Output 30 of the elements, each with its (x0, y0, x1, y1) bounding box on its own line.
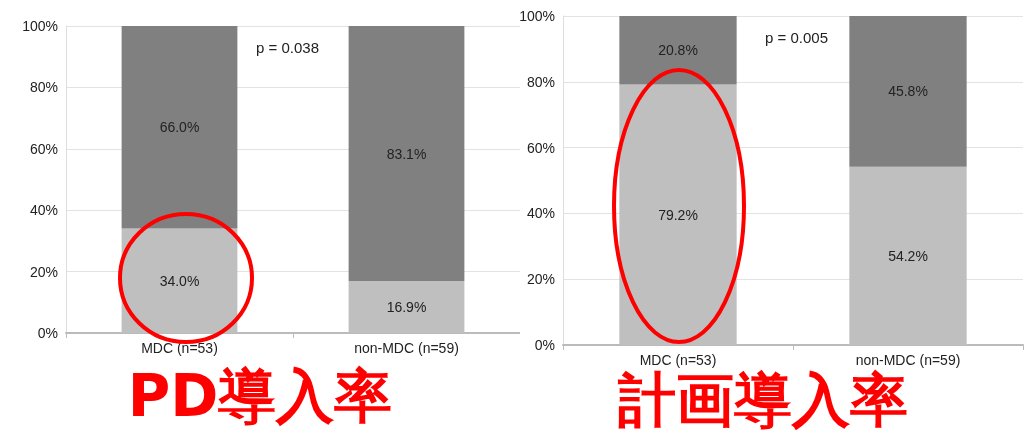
data-label: 66.0% (159, 119, 200, 136)
text: PD導入率 (127, 362, 393, 430)
data-label: 16.9% (386, 299, 427, 316)
annotation: p = 0.005 (765, 29, 828, 46)
data-label: 79.2% (658, 206, 698, 223)
y-tick-label: 40% (29, 202, 58, 219)
y-tick-label: 20% (526, 271, 555, 288)
x-tick-label: MDC (n=53) (141, 340, 218, 356)
data-label: 45.8% (888, 83, 928, 100)
y-tick-label: 80% (29, 79, 58, 96)
annotation: p = 0.038 (256, 39, 319, 56)
x-tick-label: non-MDC (n=59) (354, 340, 459, 356)
data-label: 54.2% (888, 247, 928, 264)
y-tick-label: 80% (526, 73, 555, 90)
y-tick-label: 60% (526, 139, 555, 156)
y-tick-label: 0% (37, 325, 58, 341)
bar (849, 16, 967, 167)
y-tick-label: 40% (526, 205, 555, 222)
y-tick-label: 60% (29, 140, 58, 157)
y-tick-label: 20% (29, 263, 58, 280)
y-tick-label: 0% (534, 337, 555, 353)
x-tick-label: non-MDC (n=59) (855, 352, 961, 368)
x-tick-label: MDC (n=53) (639, 352, 717, 368)
data-label: 83.1% (386, 145, 427, 162)
data-label: 34.0% (159, 272, 200, 289)
y-tick-label: 100% (519, 8, 555, 24)
y-tick-label: 100% (22, 18, 58, 34)
bar (619, 16, 737, 85)
bar (348, 26, 465, 282)
data-label: 20.8% (658, 42, 698, 59)
